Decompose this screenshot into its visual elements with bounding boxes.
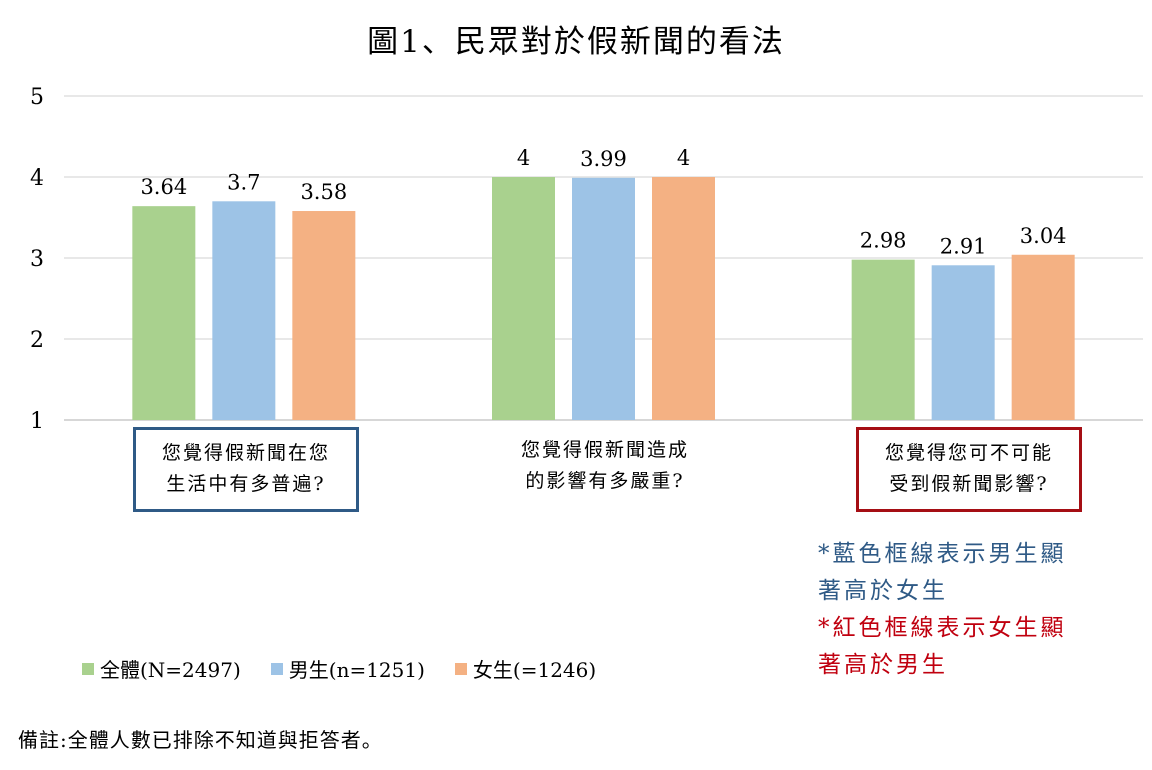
y-tick-label: 1 [30,409,44,434]
data-label: 3.64 [140,175,187,199]
legend-item-total: 全體(N=2497) [82,654,241,683]
data-label: 3.7 [227,170,260,194]
data-label: 3.04 [1020,224,1067,248]
category-3-line-1: 您覺得您可不可能 [884,442,1053,464]
red-note-line-1: *紅色框線表示女生顯 [818,615,1067,641]
category-1-line-2: 生活中有多普遍? [166,473,326,495]
category-2-line-2: 的影響有多嚴重? [525,470,685,492]
y-tick-label: 3 [30,247,44,272]
y-tick-label: 2 [30,328,44,353]
y-tick-label: 5 [30,85,44,110]
category-label-box-2: 您覺得假新聞造成 的影響有多嚴重? [489,427,721,512]
legend-label-total: 全體(N=2497) [100,658,241,682]
footnote: 備註:全體人數已排除不知道與拒答者。 [18,728,383,752]
bar [572,177,635,420]
bar [931,265,995,420]
bar [292,211,356,420]
bar [132,206,196,420]
legend-item-male: 男生(n=1251) [270,654,425,683]
data-label: 2.91 [940,234,987,258]
bar [492,177,555,420]
category-2-line-1: 您覺得假新聞造成 [520,439,689,461]
chart-title: 圖1、民眾對於假新聞的看法 [367,24,785,60]
bar-chart: 1 2 3 4 5 3.64 3.7 3.58 4 3.99 4 2.98 2.91 3.04 [30,85,1143,434]
bar [851,259,915,420]
significance-notes: *藍色框線表示男生顯 著高於女生 *紅色框線表示女生顯 著高於男生 [818,536,1067,684]
category-label-box-3: 您覺得您可不可能 受到假新聞影響? [856,427,1082,512]
data-label: 3.58 [300,180,347,204]
data-label: 4 [677,146,690,170]
blue-note-line-1: *藍色框線表示男生顯 [818,541,1067,567]
y-tick-label: 4 [30,166,44,191]
legend-swatch-male [270,662,283,675]
legend-item-female: 女生(=1246) [454,654,597,683]
legend-swatch-female [454,662,467,675]
bar [212,201,276,420]
legend-swatch-total [82,662,94,675]
legend-label-female: 女生(=1246) [472,658,597,682]
legend-label-male: 男生(n=1251) [288,658,425,682]
blue-note-line-2: 著高於女生 [818,578,948,604]
red-note-line-2: 著高於男生 [818,652,948,678]
bar [1011,254,1075,420]
legend: 全體(N=2497) 男生(n=1251) 女生(=1246) [82,654,596,683]
category-1-line-1: 您覺得假新聞在您 [161,442,330,464]
data-label: 4 [517,146,530,170]
data-label: 3.99 [580,147,627,171]
data-label: 2.98 [860,229,907,253]
category-label-box-1: 您覺得假新聞在您 生活中有多普遍? [133,427,359,512]
category-3-line-2: 受到假新聞影響? [889,473,1049,495]
bar [652,177,715,420]
